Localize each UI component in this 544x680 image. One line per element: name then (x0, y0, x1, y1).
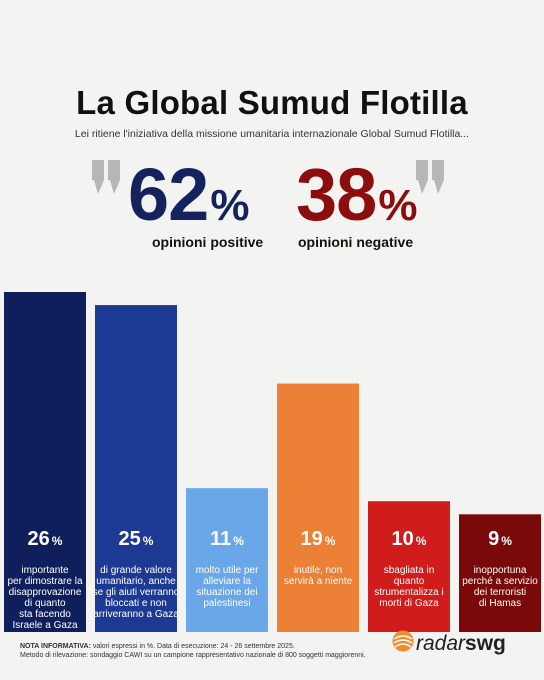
bar-value-label-1: 26% (28, 528, 63, 550)
bar-value-label-5: 10% (392, 528, 427, 550)
bar-4 (277, 383, 359, 632)
bar-1 (4, 292, 86, 632)
bar-3 (186, 488, 268, 632)
positive-percent-symbol: % (210, 181, 250, 230)
bar-category-label-4: inutile, non servirà a niente (284, 565, 353, 587)
close-quote-icon (416, 160, 444, 194)
bar-category-label-3: molto utile per alleviare la situazione de… (196, 565, 259, 609)
radar-swg-logo: radarswg (416, 632, 506, 656)
open-quote-icon (92, 160, 120, 194)
bar-value-label-6: 9% (488, 528, 512, 550)
bar-category-label-6: inopportuna perché a servizio dei terroris… (462, 565, 538, 609)
footer-note: NOTA INFORMATIVA: valori espressi in %. … (20, 642, 366, 661)
positive-percentage: 62% (128, 158, 249, 232)
bar-6 (459, 514, 541, 632)
chart-subtitle: Lei ritiene l'iniziativa della missione … (74, 128, 470, 140)
logo-swg-text: swg (465, 632, 506, 655)
negative-percent-symbol: % (378, 181, 418, 230)
bar-category-label-5: sbagliata in quanto strumentalizza i morti … (374, 565, 443, 609)
bar-value-label-3: 11% (210, 528, 244, 550)
bar-5 (368, 501, 450, 632)
bar-value-label-2: 25% (119, 528, 154, 550)
bar-value-label-4: 19% (301, 528, 336, 550)
bar-2 (95, 305, 177, 632)
chart-title: La Global Sumud Flotilla (76, 84, 468, 121)
radar-logo-icon (392, 630, 414, 652)
note-label: NOTA INFORMATIVA: (20, 643, 91, 650)
bar-category-label-2: di grande valore umanitario, anche se gli … (93, 565, 180, 620)
negative-percentage: 38% (296, 158, 417, 232)
negative-label: opinioni negative (298, 234, 414, 250)
bar-category-label-1: importante per dimostrare la disapprovazio… (7, 565, 82, 631)
note-line-2: Metodo di rilevazione: sondaggio CAWI su… (20, 652, 366, 660)
note-line-1: valori espressi in %. Data di esecuzione… (90, 643, 295, 650)
logo-radar-text: radar (416, 632, 466, 655)
negative-value: 38 (296, 153, 377, 236)
positive-label: opinioni positive (152, 234, 264, 250)
positive-value: 62 (128, 153, 209, 236)
